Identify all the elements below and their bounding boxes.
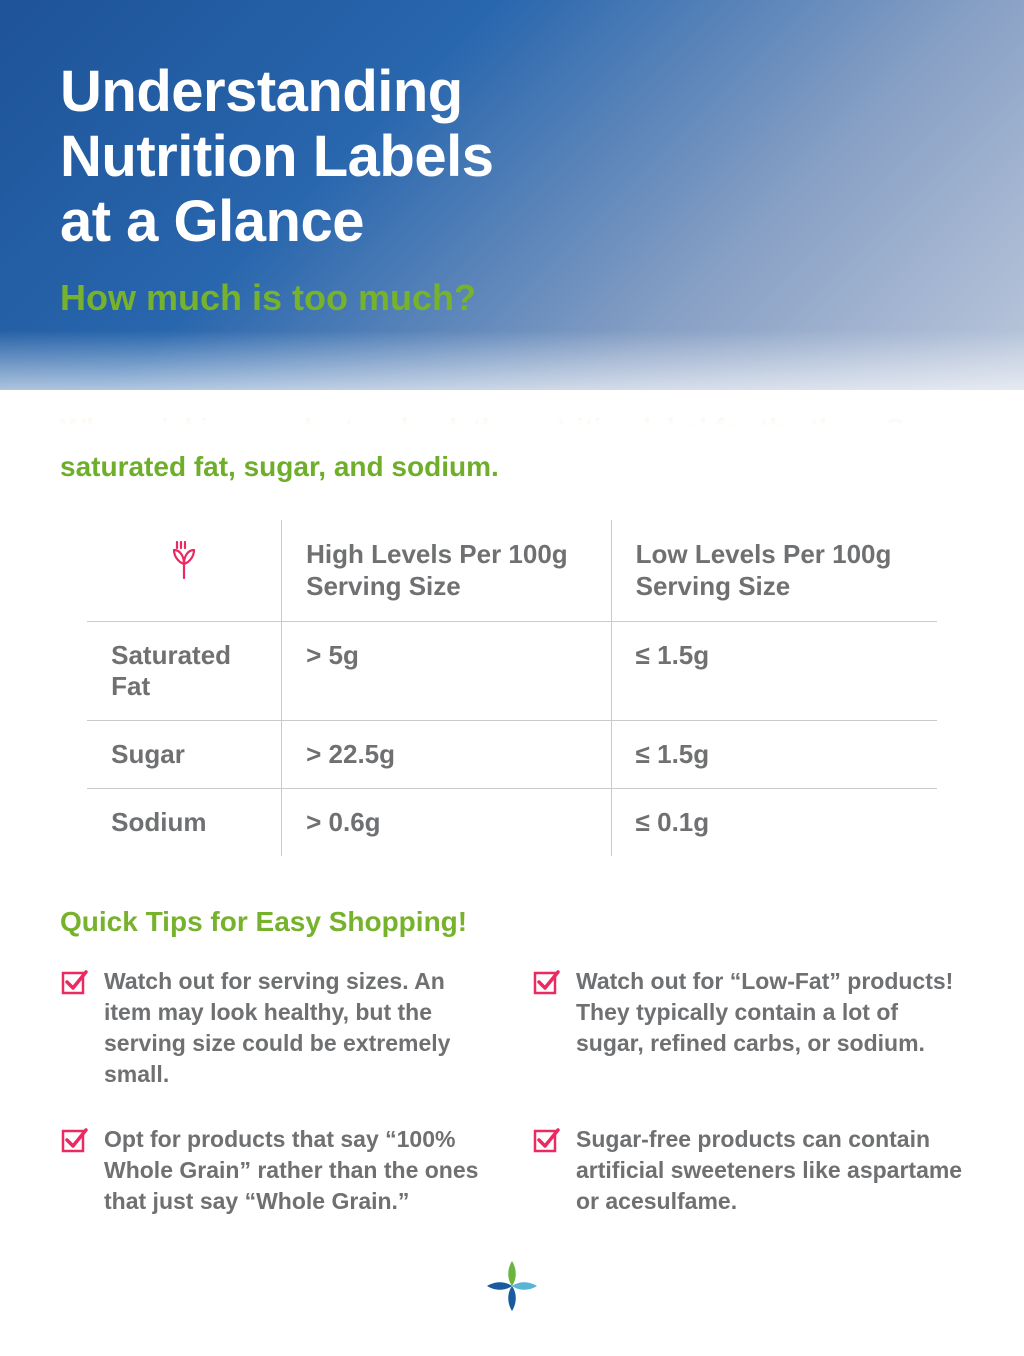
title-line: at a Glance [60, 189, 364, 254]
tip-text: Watch out for “Low-Fat” products! They t… [576, 966, 964, 1059]
row-high: > 0.6g [282, 788, 611, 856]
tips-heading: Quick Tips for Easy Shopping! [60, 906, 964, 938]
checkbox-icon [60, 1126, 88, 1154]
tip-item: Opt for products that say “100% Whole Gr… [60, 1124, 492, 1217]
row-label: Sodium [87, 788, 282, 856]
row-high: > 22.5g [282, 720, 611, 788]
table-header-high: High Levels Per 100g Serving Size [282, 520, 611, 622]
tip-text: Opt for products that say “100% Whole Gr… [104, 1124, 492, 1217]
hero-banner: Understanding Nutrition Labels at a Glan… [0, 0, 1024, 390]
tip-text: Watch out for serving sizes. An item may… [104, 966, 492, 1090]
row-low: ≤ 0.1g [611, 788, 937, 856]
intro-orange: When picking products, check the nutriti… [60, 413, 930, 444]
title-line: Nutrition Labels [60, 124, 493, 189]
tips-grid: Watch out for serving sizes. An item may… [60, 966, 964, 1217]
plant-icon [160, 538, 208, 586]
intro-text: When picking products, check the nutriti… [60, 410, 964, 486]
row-high: > 5g [282, 621, 611, 720]
row-low: ≤ 1.5g [611, 621, 937, 720]
checkbox-icon [60, 968, 88, 996]
row-label: Saturated Fat [87, 621, 282, 720]
tip-item: Watch out for “Low-Fat” products! They t… [532, 966, 964, 1090]
logo-wrap [60, 1251, 964, 1326]
tip-text: Sugar-free products can contain artifici… [576, 1124, 964, 1217]
tip-item: Sugar-free products can contain artifici… [532, 1124, 964, 1217]
table-row: Saturated Fat > 5g ≤ 1.5g [87, 621, 937, 720]
title-line: Understanding [60, 59, 463, 124]
intro-green: saturated fat, sugar, and sodium. [60, 451, 499, 482]
table-row: Sodium > 0.6g ≤ 0.1g [87, 788, 937, 856]
checkbox-icon [532, 968, 560, 996]
page-subtitle: How much is too much? [60, 277, 964, 319]
table-row: Sugar > 22.5g ≤ 1.5g [87, 720, 937, 788]
brand-logo-icon [477, 1251, 547, 1321]
page-title: Understanding Nutrition Labels at a Glan… [60, 60, 964, 255]
nutrition-table: High Levels Per 100g Serving Size Low Le… [87, 520, 937, 856]
checkbox-icon [532, 1126, 560, 1154]
table-header-low: Low Levels Per 100g Serving Size [611, 520, 937, 622]
content-area: When picking products, check the nutriti… [0, 390, 1024, 1356]
tip-item: Watch out for serving sizes. An item may… [60, 966, 492, 1090]
table-header-icon [87, 520, 282, 622]
row-label: Sugar [87, 720, 282, 788]
row-low: ≤ 1.5g [611, 720, 937, 788]
